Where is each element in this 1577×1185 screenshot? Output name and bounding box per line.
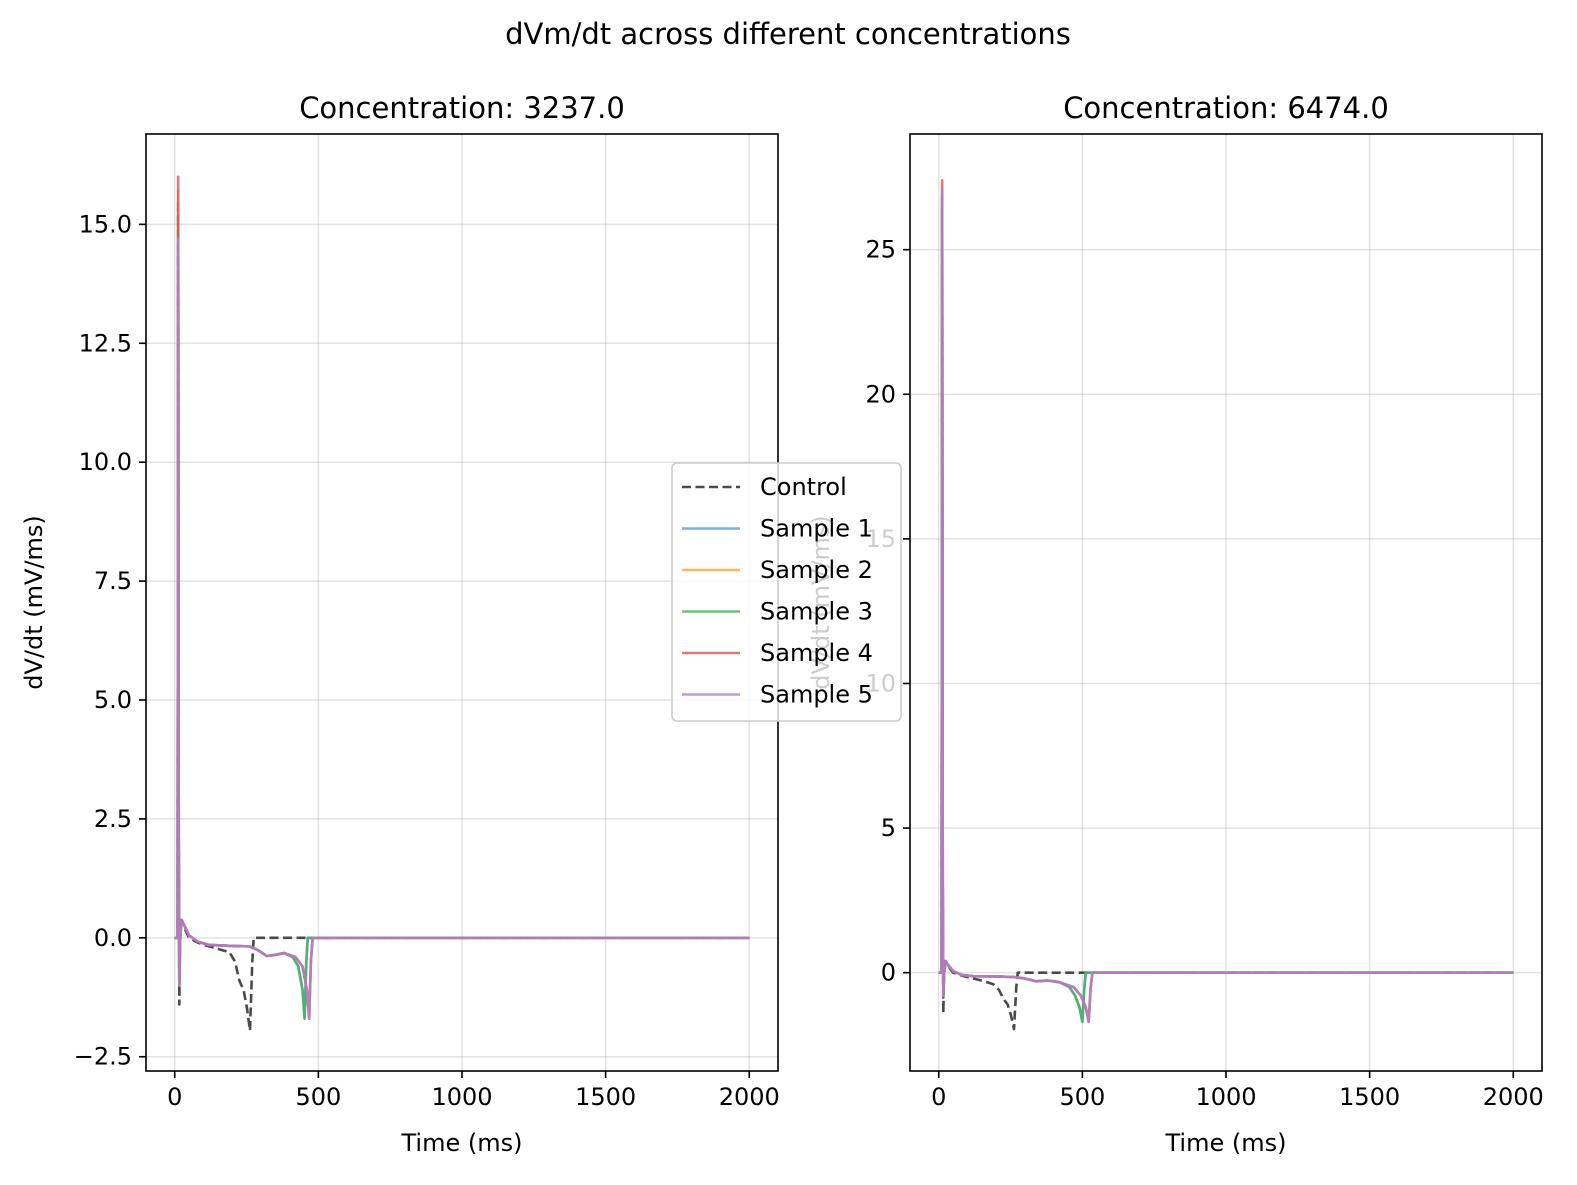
y-tick-label: 12.5 [79,329,132,357]
legend-label: Sample 2 [760,556,873,584]
legend-label: Control [760,473,847,501]
y-tick-label: 0 [881,959,896,987]
y-tick-label: 5 [881,814,896,842]
x-tick-label: 1000 [431,1083,492,1111]
y-tick-label: −2.5 [74,1043,132,1071]
x-tick-label: 0 [931,1083,946,1111]
series-line-sample-5 [174,237,750,1020]
y-axis-label: dV/dt (mV/ms) [20,515,48,690]
y-tick-label: 25 [865,236,896,264]
y-tick-label: 2.5 [94,805,132,833]
legend-label: Sample 3 [760,598,873,626]
x-tick-label: 500 [1059,1083,1105,1111]
y-tick-label: 20 [865,380,896,408]
subplot-title: Concentration: 3237.0 [299,91,625,125]
series-group [938,178,1514,1031]
subplot-title: Concentration: 6474.0 [1063,91,1389,125]
x-tick-label: 2000 [719,1083,780,1111]
subplot-1: 0 500 1000 1500 2000 −2.5 0.0 2.5 5.0 7.5 10.0 12.5… [20,91,780,1157]
legend-label: Sample 4 [760,639,873,667]
y-tick-label: 5.0 [94,686,132,714]
x-tick-label: 1500 [1339,1083,1400,1111]
y-tick-label: 7.5 [94,567,132,595]
series-line-sample-5 [938,187,1514,1024]
x-tick-label: 0 [167,1083,182,1111]
y-tick-label: 15.0 [79,210,132,238]
legend-label: Sample 5 [760,681,873,709]
y-tick-label: 10.0 [79,448,132,476]
series-group [174,175,750,1032]
legend-label: Sample 1 [760,515,873,543]
x-axis-label: Time (ms) [401,1129,523,1157]
x-tick-label: 1500 [575,1083,636,1111]
y-tick-label: 0.0 [94,924,132,952]
grid [910,134,1542,1071]
x-tick-label: 1000 [1195,1083,1256,1111]
figure-suptitle: dVm/dt across different concentrations [505,17,1071,51]
x-axis-label: Time (ms) [1165,1129,1287,1157]
x-tick-label: 500 [295,1083,341,1111]
legend: Control Sample 1 Sample 2 Sample 3 Sample 4 S… [671,462,902,722]
x-tick-label: 2000 [1483,1083,1544,1111]
